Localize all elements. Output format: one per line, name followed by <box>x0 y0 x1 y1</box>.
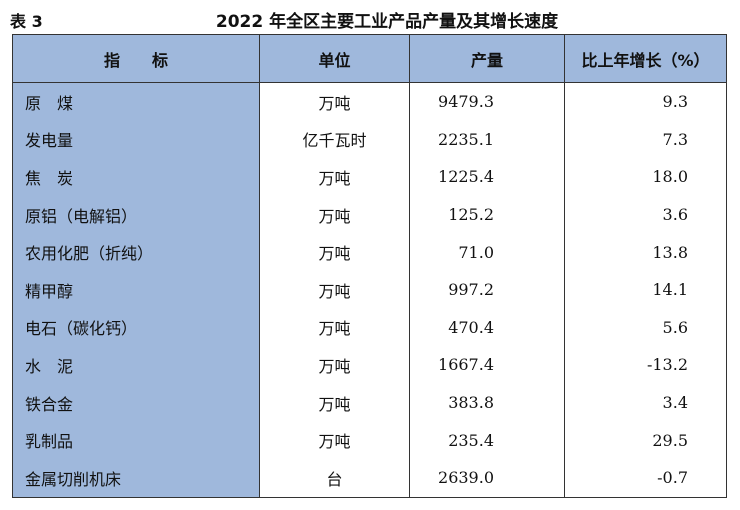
row-growth: 3.4 <box>564 383 727 422</box>
row-unit: 万吨 <box>259 270 410 309</box>
row-output: 1225.4 <box>409 158 565 196</box>
table-row: 水 泥 万吨 1667.4 -13.2 <box>12 346 727 384</box>
table-number: 表 3 <box>10 12 43 31</box>
row-unit: 万吨 <box>259 233 410 271</box>
row-output: 125.2 <box>409 195 565 234</box>
table-row: 原铝（电解铝） 万吨 125.2 3.6 <box>12 195 727 234</box>
row-unit: 万吨 <box>259 383 410 422</box>
row-unit: 万吨 <box>259 308 410 347</box>
row-output: 9479.3 <box>409 82 565 121</box>
row-growth: 13.8 <box>564 233 727 271</box>
header-output: 产量 <box>409 34 565 83</box>
row-name: 原 煤 <box>12 82 260 121</box>
row-output: 2639.0 <box>409 458 565 498</box>
table-row: 电石（碳化钙） 万吨 470.4 5.6 <box>12 308 727 347</box>
table-row: 乳制品 万吨 235.4 29.5 <box>12 421 727 459</box>
row-growth: 9.3 <box>564 82 727 121</box>
row-unit: 万吨 <box>259 82 410 121</box>
table-caption: 表 3 2022 年全区主要工业产品产量及其增长速度 <box>0 0 740 32</box>
row-growth: 3.6 <box>564 195 727 234</box>
header-indicator: 指 标 <box>12 34 260 83</box>
row-output: 1667.4 <box>409 346 565 384</box>
row-unit: 万吨 <box>259 195 410 234</box>
header-growth: 比上年增长（%） <box>564 34 727 83</box>
table-row: 发电量 亿千瓦时 2235.1 7.3 <box>12 120 727 159</box>
table-row: 农用化肥（折纯） 万吨 71.0 13.8 <box>12 233 727 271</box>
row-growth: 5.6 <box>564 308 727 347</box>
row-name: 电石（碳化钙） <box>12 308 260 347</box>
row-growth: 7.3 <box>564 120 727 159</box>
row-name: 铁合金 <box>12 383 260 422</box>
row-name: 农用化肥（折纯） <box>12 233 260 271</box>
row-unit: 万吨 <box>259 158 410 196</box>
table-row: 精甲醇 万吨 997.2 14.1 <box>12 270 727 309</box>
table-row: 金属切削机床 台 2639.0 -0.7 <box>12 458 727 498</box>
row-unit: 亿千瓦时 <box>259 120 410 159</box>
table-title: 2022 年全区主要工业产品产量及其增长速度 <box>215 12 559 32</box>
table-header-row: 指 标 单位 产量 比上年增长（%） <box>12 34 727 83</box>
table-row: 焦 炭 万吨 1225.4 18.0 <box>12 158 727 196</box>
row-name: 金属切削机床 <box>12 458 260 498</box>
row-output: 71.0 <box>409 233 565 271</box>
row-unit: 万吨 <box>259 346 410 384</box>
row-growth: 18.0 <box>564 158 727 196</box>
row-output: 2235.1 <box>409 120 565 159</box>
row-name: 原铝（电解铝） <box>12 195 260 234</box>
row-unit: 万吨 <box>259 421 410 459</box>
row-name: 焦 炭 <box>12 158 260 196</box>
header-unit: 单位 <box>259 34 410 83</box>
row-growth: 14.1 <box>564 270 727 309</box>
row-growth: 29.5 <box>564 421 727 459</box>
row-growth: -13.2 <box>564 346 727 384</box>
row-unit: 台 <box>259 458 410 498</box>
row-name: 发电量 <box>12 120 260 159</box>
row-growth: -0.7 <box>564 458 727 498</box>
row-name: 水 泥 <box>12 346 260 384</box>
row-name: 精甲醇 <box>12 270 260 309</box>
table-row: 原 煤 万吨 9479.3 9.3 <box>12 82 727 121</box>
row-output: 383.8 <box>409 383 565 422</box>
row-output: 235.4 <box>409 421 565 459</box>
row-output: 997.2 <box>409 270 565 309</box>
industrial-output-table: 指 标 单位 产量 比上年增长（%） 原 煤 万吨 9479.3 9.3 发电量… <box>12 34 727 498</box>
row-output: 470.4 <box>409 308 565 347</box>
table-row: 铁合金 万吨 383.8 3.4 <box>12 383 727 422</box>
row-name: 乳制品 <box>12 421 260 459</box>
